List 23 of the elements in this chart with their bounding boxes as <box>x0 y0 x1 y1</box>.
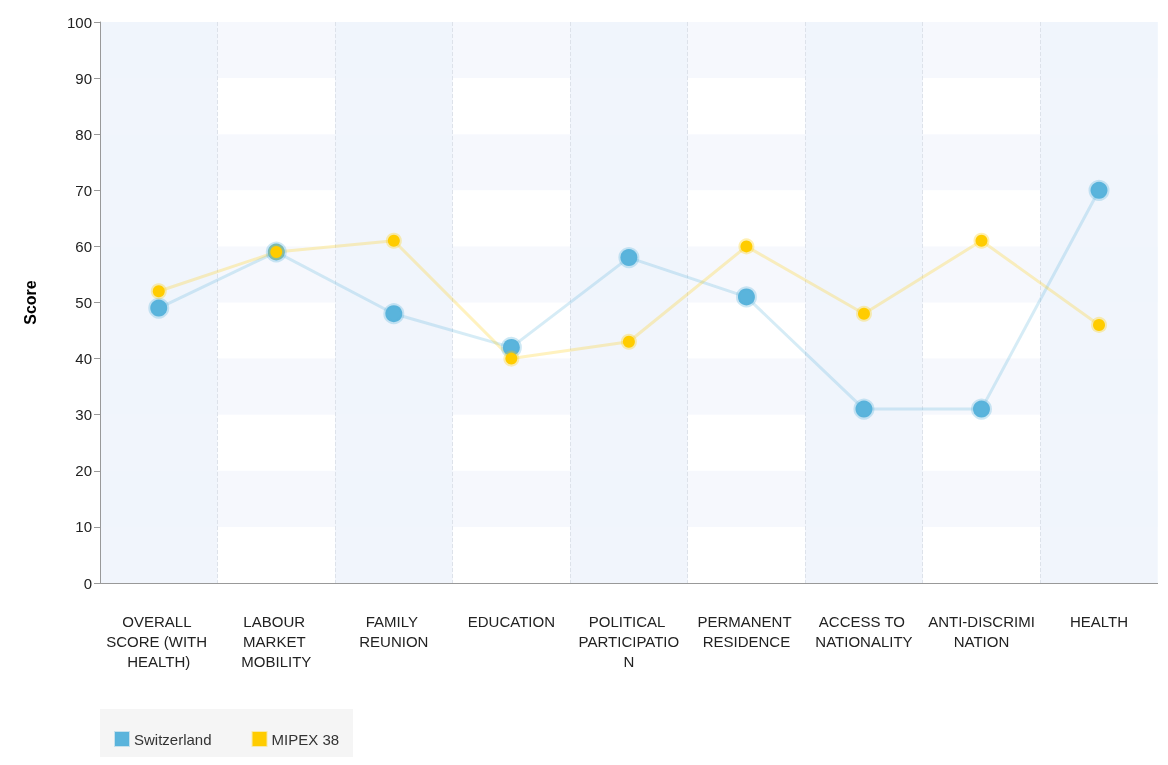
x-tick-label: POLITICAL PARTICIPATION <box>578 612 680 670</box>
y-tick-label: 70 <box>75 181 92 199</box>
y-tick-label: 90 <box>75 69 92 87</box>
x-tick-label: HEALTH <box>1069 612 1129 630</box>
legend-label: MIPEX 38 <box>271 730 340 748</box>
y-tick-label: 30 <box>75 406 92 424</box>
y-axis-title: Score <box>21 280 39 325</box>
y-tick-label: 20 <box>75 462 92 480</box>
x-tick-label: ACCESS TO NATIONALITY <box>815 612 913 650</box>
y-tick-label: 40 <box>75 350 92 368</box>
y-tick-label: 100 <box>66 13 92 31</box>
y-tick-label: 0 <box>83 574 92 592</box>
x-tick-label: EDUCATION <box>467 612 555 630</box>
y-tick-label: 80 <box>75 125 92 143</box>
x-tick-label: OVERALL SCORE (WITH HEALTH) <box>106 612 212 670</box>
y-tick-label: 10 <box>75 518 92 536</box>
x-tick-label: LABOUR MARKET MOBILITY <box>241 612 312 670</box>
x-tick-label: FAMILY REUNION <box>359 612 429 650</box>
x-tick-label: PERMANENT RESIDENCE <box>697 612 796 650</box>
x-tick-label: ANTI-DISCRIMINATION <box>928 612 1035 650</box>
legend-label: Switzerland <box>134 730 212 748</box>
y-tick-label: 60 <box>75 237 92 255</box>
y-tick-label: 50 <box>75 294 92 311</box>
